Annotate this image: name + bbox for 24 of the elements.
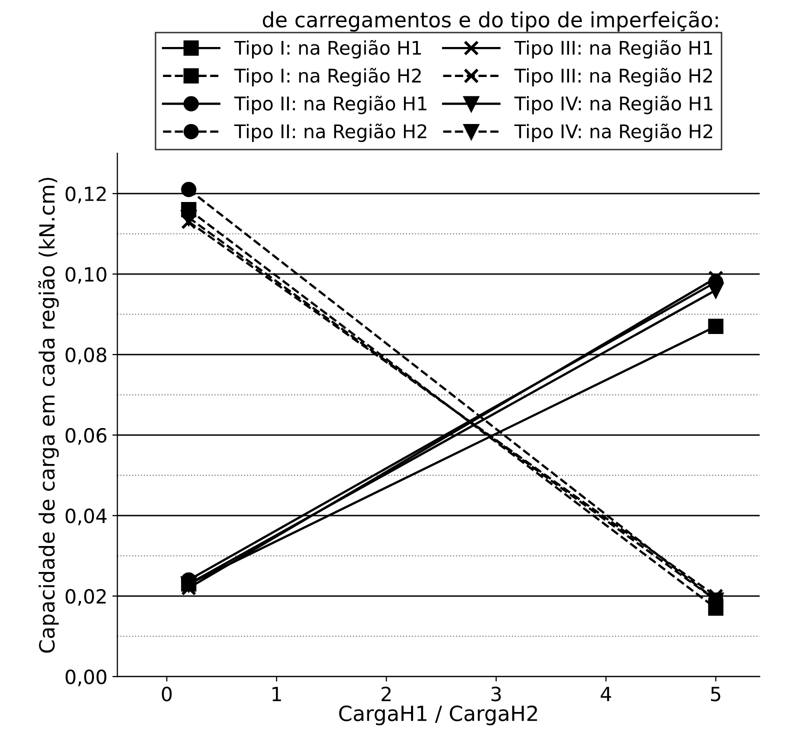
x-tick-label: 4 [600, 686, 612, 702]
legend-label: Tipo I: na Região H2 [234, 68, 421, 86]
x-tick-label: 2 [382, 686, 391, 702]
legend-label: Tipo IV: na Região H2 [514, 124, 712, 142]
legend-label: Tipo IV: na Região H1 [514, 96, 712, 114]
legend-label: Tipo I: na Região H1 [234, 40, 421, 59]
legend-label: Tipo II: na Região H1 [234, 96, 426, 114]
legend-label: Tipo III: na Região H2 [514, 68, 712, 86]
y-tick-label: 0,10 [66, 267, 106, 284]
y-axis-title: Capacidade de carga em cada região (kN.cm) [38, 178, 59, 653]
y-tick-label: 0,04 [66, 508, 107, 526]
legend-label: Tipo III: na Região H1 [514, 40, 712, 59]
chart-title: de carregamentos e do tipo de imperfeição: [262, 11, 718, 32]
y-tick-label: 0,06 [66, 428, 106, 445]
x-tick-label: 0 [162, 686, 172, 702]
y-tick-label: 0,00 [66, 670, 106, 686]
y-tick-label: 0,12 [66, 186, 106, 204]
x-tick-label: 1 [272, 686, 281, 702]
x-tick-label: 5 [711, 686, 720, 702]
x-tick-label: 3 [491, 686, 501, 702]
legend-label: Tipo II: na Região H2 [234, 124, 426, 142]
x-axis-title: CargaH1 / CargaH2 [339, 705, 537, 726]
y-tick-label: 0,08 [66, 348, 106, 364]
y-tick-label: 0,02 [66, 589, 106, 606]
